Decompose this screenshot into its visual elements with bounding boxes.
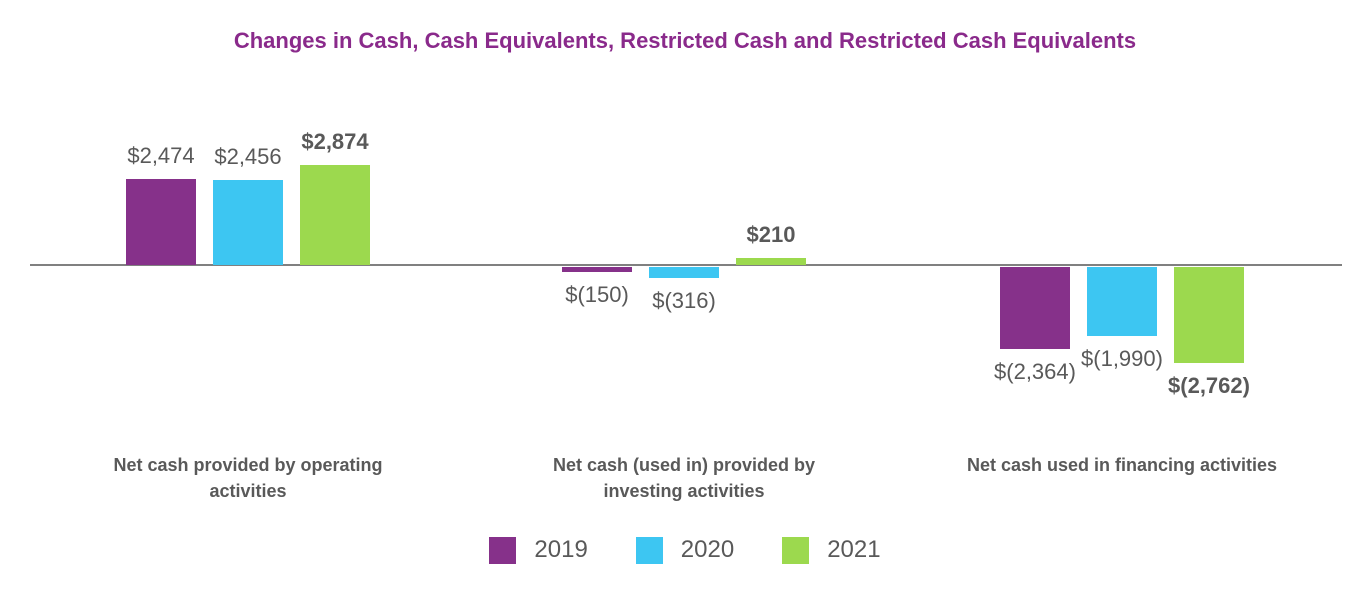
bar-2021-group1 [300,165,370,265]
bar-value-label-2019-group2: $(150) [565,282,629,307]
bar-2019-group3 [1000,267,1070,349]
bar-value-label-2021-group3: $(2,762) [1168,373,1250,398]
bar-value-label-2020-group1: $2,456 [214,144,282,169]
bar-value-label-2020-group3: $(1,990) [1081,346,1163,371]
bar-2020-group1 [213,180,283,265]
legend-item-2021: 2021 [782,536,881,564]
bar-2021-group2 [736,258,806,265]
bar-value-label-2020-group2: $(316) [652,288,716,313]
legend-label-2020: 2020 [680,536,735,563]
bar-2020-group3 [1087,267,1157,336]
bar-2019-group2 [562,267,632,272]
legend-swatch-2020 [635,536,663,564]
legend: 2019 2020 2021 [0,536,1370,564]
legend-label-2021: 2021 [827,536,881,563]
x-axis-line [30,264,1342,266]
category-label-2: Net cash (used in) provided by investing… [552,455,816,501]
bar-2019-group1 [126,179,196,265]
category-label-1: Net cash provided by operating activitie… [113,455,383,501]
bar-value-label-2019-group3: $(2,364) [994,359,1076,384]
legend-swatch-2019 [489,536,517,564]
bar-value-label-2021-group2: $210 [746,222,796,247]
legend-swatch-2021 [782,536,810,564]
bar-value-label-2021-group1: $2,874 [301,129,369,154]
bar-value-label-2019-group1: $2,474 [127,143,195,168]
category-label-3: Net cash used in financing activities [966,455,1278,475]
legend-label-2019: 2019 [534,536,588,563]
bar-2020-group2 [649,267,719,278]
chart-title: Changes in Cash, Cash Equivalents, Restr… [233,28,1137,53]
legend-item-2020: 2020 [635,536,735,564]
legend-item-2019: 2019 [489,536,588,564]
bar-2021-group3 [1174,267,1244,363]
